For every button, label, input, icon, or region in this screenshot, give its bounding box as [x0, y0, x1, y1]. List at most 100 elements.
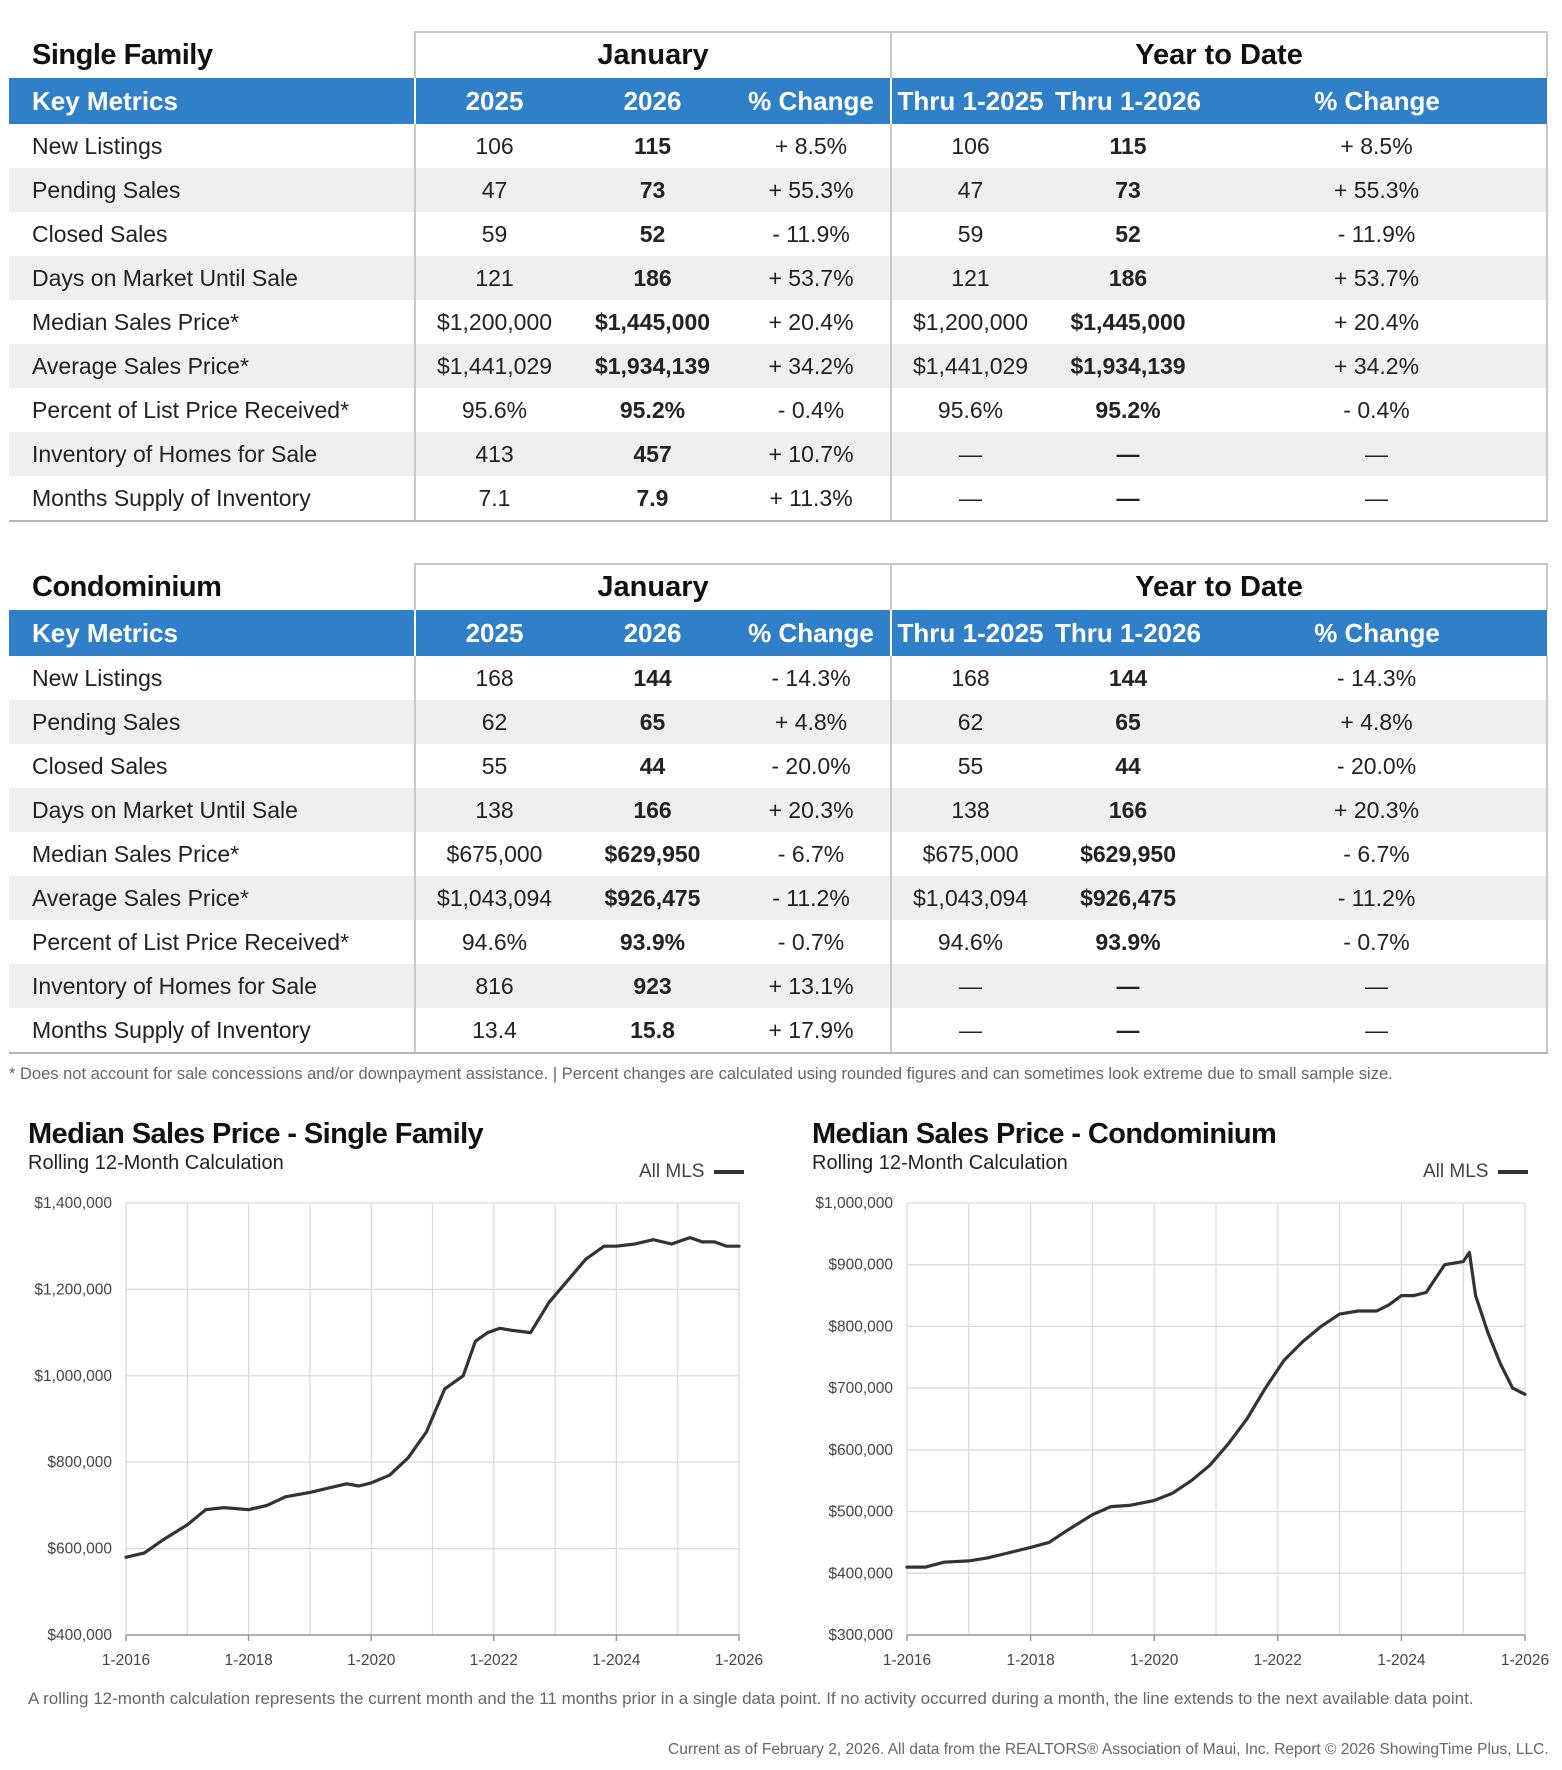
cell-2026: $926,475 [573, 876, 732, 920]
table-row: New Listings 168 144 - 14.3% 168 144 - 14.3% [9, 656, 1549, 700]
cell-ytd-pct-change: - 11.9% [1207, 212, 1549, 256]
cell-pct-change: + 10.7% [732, 432, 892, 476]
table-row: Closed Sales 55 44 - 20.0% 55 44 - 20.0% [9, 744, 1549, 788]
cell-thru-2025: $675,000 [890, 832, 1050, 876]
y-tick-label: $1,400,000 [34, 1195, 112, 1212]
table-row: Pending Sales 62 65 + 4.8% 62 65 + 4.8% [9, 700, 1549, 744]
cell-2025: 138 [414, 788, 573, 832]
cell-2026: 44 [639, 752, 666, 779]
cell-ytd-pct-change: — [1207, 432, 1549, 476]
cell-2026: 7.9 [573, 476, 732, 522]
metric-label: Pending Sales [9, 168, 415, 212]
column-header-thru-2026: Thru 1-2026 [1049, 610, 1208, 656]
cell-pct-change: + 20.3% [732, 788, 892, 832]
table-row: Percent of List Price Received* 94.6% 93.9… [9, 920, 1549, 964]
chart-condominium: $300,000 $400,000 $500,000 $600,000 $700,000… [815, 1195, 1549, 1669]
single-family-table: Single Family January Year to Date Key M… [9, 31, 1549, 522]
cell-2025: 816 [414, 964, 573, 1008]
metric-label: Months Supply of Inventory [9, 476, 415, 522]
y-tick-label: $1,200,000 [34, 1281, 112, 1298]
group-january: January [413, 563, 892, 610]
cell-thru-2026: $629,950 [1080, 840, 1176, 867]
metric-label: Median Sales Price* [32, 840, 240, 867]
x-tick-label: 1-2024 [592, 1652, 641, 1669]
table-row: Average Sales Price* $1,043,094 $926,475- … [9, 876, 1549, 920]
cell-pct-change: - 0.7% [777, 928, 845, 955]
cell-2026: 186 [573, 256, 732, 300]
cell-thru-2025: $1,200,000 [890, 300, 1050, 344]
cell-thru-2026: $926,475 [1049, 876, 1208, 920]
cell-pct-change: + 20.4% [768, 308, 854, 335]
cell-thru-2026: 44 [1115, 752, 1141, 779]
cell-ytd-pct-change: + 8.5% [1207, 124, 1549, 168]
y-tick-label: $300,000 [828, 1627, 893, 1644]
metric-label: Median Sales Price* [32, 308, 240, 335]
cell-pct-change: - 11.2% [732, 876, 892, 920]
metric-label: Days on Market Until Sale [9, 256, 415, 300]
table-row: Months Supply of Inventory 7.1 7.9 + 11.3% —… [9, 476, 1549, 522]
cell-2026: 923 [573, 964, 732, 1008]
cell-2025: 106 [414, 124, 573, 168]
cell-2025: $1,043,094 [414, 876, 573, 920]
condominium-table: Condominium January Year to Date Key Met… [9, 563, 1549, 1054]
table-row: Median Sales Price* $675,000 $629,950 - 6.7… [9, 832, 1549, 876]
cell-pct-change: + 4.8% [732, 700, 892, 744]
cell-thru-2026: — [1049, 476, 1208, 522]
chart-footnote: A rolling 12-month calculation represent… [28, 1689, 1474, 1708]
cell-thru-2025: 121 [890, 256, 1050, 300]
column-header-ytd-pct-change: % Change [1207, 610, 1548, 656]
column-header-2026: 2026 [573, 78, 732, 124]
x-tick-label: 1-2022 [1254, 1652, 1302, 1669]
cell-2026: $1,934,139 [573, 344, 732, 388]
x-tick-label: 1-2018 [224, 1652, 272, 1669]
cell-2025: 95.6% [414, 388, 573, 432]
column-header-thru-2025: Thru 1-2025 [890, 78, 1050, 124]
y-tick-label: $700,000 [828, 1380, 893, 1397]
cell-thru-2025: 47 [890, 168, 1050, 212]
column-header-pct-change: % Change [732, 78, 892, 124]
group-header-row: Single Family January Year to Date [9, 31, 1549, 78]
metric-label: Closed Sales [32, 220, 168, 247]
cell-pct-change: - 11.9% [772, 220, 850, 247]
y-tick-label: $900,000 [828, 1257, 893, 1274]
cell-ytd-pct-change: - 20.0% [1207, 744, 1549, 788]
cell-ytd-pct-change: - 6.7% [1207, 832, 1549, 876]
y-tick-label: $600,000 [47, 1541, 112, 1558]
cell-thru-2026: 95.2% [1095, 396, 1161, 423]
table-row: Days on Market Until Sale 121 186 + 53.7% 12… [9, 256, 1549, 300]
column-header-2026: 2026 [573, 610, 732, 656]
cell-ytd-pct-change: + 4.8% [1207, 700, 1549, 744]
cell-ytd-pct-change: + 55.3% [1207, 168, 1549, 212]
cell-2025: 168 [414, 656, 573, 700]
cell-thru-2025: — [890, 476, 1050, 522]
group-year-to-date: Year to Date [890, 31, 1549, 78]
y-tick-label: $600,000 [828, 1442, 893, 1459]
table-title: Single Family [32, 38, 213, 71]
column-header-key-metrics: Key Metrics [9, 78, 415, 124]
cell-2026: 166 [573, 788, 732, 832]
cell-2026: 457 [573, 432, 732, 476]
cell-2025: 47 [414, 168, 573, 212]
cell-thru-2025: 95.6% [890, 388, 1050, 432]
x-tick-label: 1-2026 [715, 1652, 763, 1669]
cell-2025: 62 [414, 700, 573, 744]
y-tick-label: $1,000,000 [815, 1195, 893, 1212]
group-year-to-date: Year to Date [890, 563, 1549, 610]
column-header-ytd-pct-change: % Change [1207, 78, 1548, 124]
table-row: Median Sales Price* $1,200,000 $1,445,000 +… [9, 300, 1549, 344]
table-row: Months Supply of Inventory 13.4 15.8 + 17.9… [9, 1008, 1549, 1054]
cell-ytd-pct-change: + 53.7% [1207, 256, 1549, 300]
cell-2025: 94.6% [414, 920, 573, 964]
chart-title-condominium: Median Sales Price - Condominium [812, 1118, 1277, 1150]
metric-label: Percent of List Price Received* [32, 396, 350, 423]
metric-label: New Listings [32, 132, 163, 159]
cell-thru-2026: — [1049, 1008, 1208, 1054]
cell-thru-2025: $1,441,029 [890, 344, 1050, 388]
y-tick-label: $400,000 [47, 1627, 112, 1644]
metric-label: Inventory of Homes for Sale [9, 964, 415, 1008]
column-header-2025: 2025 [414, 610, 573, 656]
cell-ytd-pct-change: + 20.4% [1207, 300, 1549, 344]
cell-thru-2025: 55 [890, 744, 1050, 788]
legend-label: All MLS [639, 1161, 705, 1182]
column-header-key-metrics: Key Metrics [9, 610, 415, 656]
